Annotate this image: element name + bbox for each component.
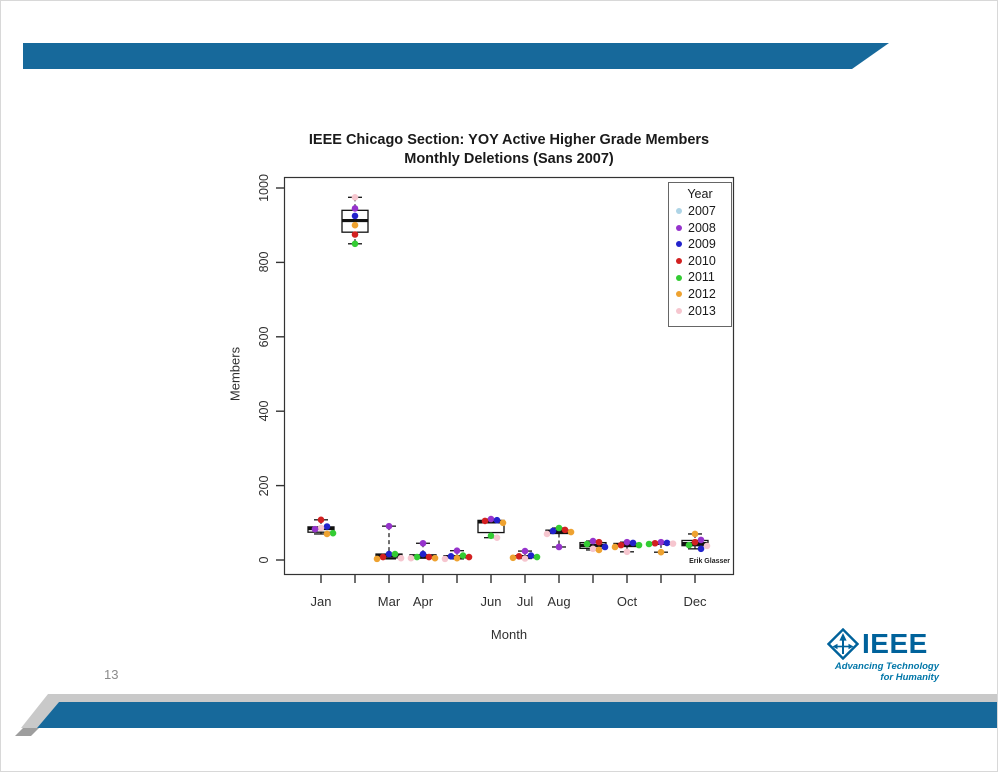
x-tick-label: Jul bbox=[516, 594, 534, 609]
legend-color-dot bbox=[676, 291, 682, 298]
ieee-wordmark: IEEE bbox=[862, 628, 928, 659]
legend-year-label: 2008 bbox=[688, 220, 716, 235]
ieee-diamond-icon bbox=[827, 628, 859, 660]
legend-title: Year bbox=[687, 187, 713, 201]
y-tick-label: 1000 bbox=[257, 174, 271, 202]
legend-color-dot bbox=[676, 307, 682, 314]
top-banner-bar bbox=[23, 43, 889, 69]
legend-color-dot bbox=[676, 224, 682, 231]
legend-year-label: 2011 bbox=[688, 270, 715, 285]
legend-year-label: 2012 bbox=[688, 286, 716, 301]
legend-item: 2010 bbox=[669, 253, 731, 270]
legend-color-dot bbox=[676, 208, 682, 215]
y-tick-label: 0 bbox=[257, 556, 271, 564]
legend-year-label: 2009 bbox=[688, 237, 716, 252]
legend-item: 2008 bbox=[669, 220, 731, 237]
bottom-banner-shadow-light bbox=[21, 694, 997, 728]
bottom-banner-shape bbox=[37, 702, 997, 728]
ieee-tagline-line2: for Humanity bbox=[880, 672, 939, 683]
chart-title-line2: Monthly Deletions (Sans 2007) bbox=[404, 151, 614, 167]
legend-item: 2009 bbox=[669, 236, 731, 253]
x-tick-label: Mar bbox=[377, 594, 401, 609]
y-tick-label: 600 bbox=[257, 326, 271, 348]
chart-title: IEEE Chicago Section: YOY Active Higher … bbox=[249, 131, 769, 169]
watermark-credit: Erik Glasser bbox=[689, 558, 730, 565]
y-axis-label: Members bbox=[227, 346, 243, 402]
legend-color-dot bbox=[676, 274, 682, 281]
legend-item: 2013 bbox=[669, 303, 731, 320]
bottom-banner-shadow-dark bbox=[15, 728, 39, 736]
legend-items: 2007 2008 2009 2010 2011 2012 2013 bbox=[669, 203, 731, 319]
y-tick-label: 400 bbox=[257, 400, 271, 422]
ieee-tagline-line1: Advancing Technology bbox=[834, 661, 939, 672]
legend-item: 2012 bbox=[669, 286, 731, 303]
page-number: 13 bbox=[104, 667, 119, 682]
x-tick-label: Dec bbox=[683, 594, 707, 609]
legend-year-label: 2013 bbox=[688, 303, 716, 318]
ieee-logo: IEEE Advancing Technology for Humanity bbox=[827, 628, 939, 683]
boxplot-canvas bbox=[276, 176, 735, 583]
x-tick-label: Apr bbox=[412, 594, 434, 609]
y-tick-label: 200 bbox=[257, 475, 271, 497]
bottom-banner-bar bbox=[15, 694, 997, 736]
legend-color-dot bbox=[676, 258, 682, 265]
legend-color-dot bbox=[676, 241, 682, 248]
ieee-logo-row: IEEE bbox=[827, 628, 939, 660]
chart-title-line1: IEEE Chicago Section: YOY Active Higher … bbox=[308, 132, 710, 148]
x-tick-label: Jan bbox=[310, 594, 332, 609]
x-tick-label: Oct bbox=[616, 594, 638, 609]
legend-item: 2011 bbox=[669, 269, 731, 286]
legend-year-label: 2010 bbox=[688, 253, 716, 268]
legend-year-label: 2007 bbox=[688, 204, 716, 218]
top-banner-shape bbox=[23, 43, 889, 69]
x-axis-label: Month bbox=[490, 627, 528, 642]
legend-item: 2007 bbox=[669, 203, 731, 220]
x-tick-label: Aug bbox=[547, 594, 571, 609]
y-tick-label: 800 bbox=[257, 251, 271, 273]
x-tick-label: Jun bbox=[480, 594, 502, 609]
chart-legend: Year 2007 2008 2009 2010 2011 2012 2013 bbox=[668, 182, 732, 327]
ieee-tagline: Advancing Technology for Humanity bbox=[827, 661, 939, 683]
